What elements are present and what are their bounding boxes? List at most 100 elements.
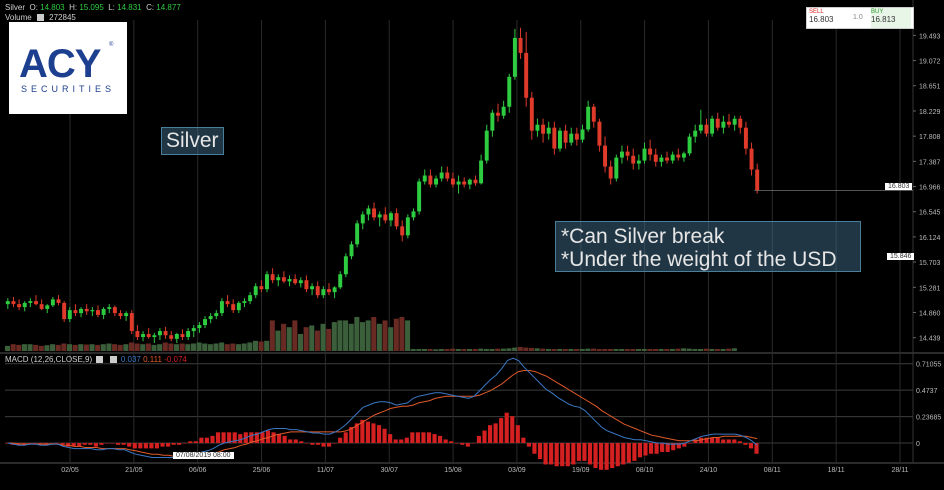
- volume-bar: [602, 348, 608, 351]
- candle-body: [225, 301, 230, 305]
- volume-bar: [438, 348, 444, 351]
- trade-widget[interactable]: SELL 16.803 1.0 BUY 16.813: [806, 7, 914, 29]
- candle-body: [727, 121, 731, 125]
- candle-body: [462, 181, 467, 185]
- volume-label: Volume: [5, 13, 32, 22]
- volume-bar: [320, 323, 326, 351]
- note-line-2: *Under the weight of the USD: [561, 248, 837, 271]
- candle-body: [281, 277, 286, 282]
- macd-histogram-bar: [654, 443, 659, 454]
- macd-settings-button[interactable]: [96, 356, 104, 364]
- macd-histogram-bar: [210, 435, 215, 444]
- candle-body: [569, 133, 574, 143]
- macd-histogram-bar: [532, 443, 537, 454]
- volume-bar: [675, 348, 681, 351]
- candles: [5, 27, 913, 344]
- candle-body: [129, 313, 134, 332]
- volume-bar: [16, 344, 22, 351]
- macd-histogram-bar: [154, 443, 160, 449]
- volume-bar: [140, 344, 146, 351]
- candle-body: [541, 124, 546, 134]
- volume-bar: [157, 344, 163, 351]
- macd-histogram-bar: [299, 441, 304, 444]
- macd-histogram-bar: [582, 443, 587, 461]
- volume-bar: [112, 344, 118, 351]
- volume-bar: [66, 344, 73, 351]
- candle-body: [186, 331, 191, 338]
- candle-body: [321, 289, 326, 296]
- volume-bar: [658, 348, 664, 351]
- candle-body: [146, 334, 151, 338]
- macd-histogram-bar: [116, 443, 121, 445]
- candle-body: [631, 155, 636, 164]
- candle-body: [39, 304, 44, 309]
- volume-bar: [562, 348, 568, 351]
- volume-bar: [38, 345, 44, 351]
- buy-button[interactable]: BUY 16.813: [871, 8, 911, 28]
- candle-body: [259, 286, 264, 290]
- macd-histogram-bar: [110, 443, 115, 444]
- candle-body: [467, 179, 472, 185]
- macd-histogram-bar: [715, 437, 720, 444]
- candle-body: [372, 208, 377, 218]
- macd-histogram-bar: [549, 443, 554, 465]
- spread-value: 1.0: [853, 14, 863, 21]
- volume-bar: [433, 349, 439, 351]
- volume-bar: [720, 348, 726, 351]
- candle-body: [67, 310, 72, 320]
- volume-bar: [512, 347, 518, 351]
- low-value: 14.831: [117, 3, 142, 12]
- macd-histogram-bar: [554, 443, 559, 467]
- candle-body: [743, 127, 748, 149]
- candle-body: [163, 331, 168, 336]
- open-label: O:: [29, 3, 38, 12]
- candle-body: [558, 130, 562, 149]
- volume-bar: [168, 343, 174, 351]
- price-tick-label: 19.072: [919, 59, 941, 66]
- price-tick-label: 14.860: [919, 311, 941, 318]
- macd-histogram-bar: [249, 432, 254, 444]
- macd-histogram-bar: [626, 443, 631, 463]
- candle-body: [552, 127, 557, 149]
- candle-body: [287, 279, 292, 282]
- candle-body: [507, 76, 512, 107]
- candle-body: [586, 106, 591, 130]
- silver-annotation: Silver: [161, 127, 224, 155]
- candle-body: [659, 157, 664, 162]
- volume-toggle-button[interactable]: [36, 14, 44, 22]
- candle-body: [141, 334, 146, 338]
- macd-histogram-bar: [99, 443, 104, 445]
- macd-histogram-bar: [637, 443, 643, 458]
- price-tick-label: 15.703: [919, 260, 941, 267]
- candle-body: [253, 286, 258, 296]
- macd-histogram-bar: [315, 443, 321, 445]
- logo-subtext: SECURITIES: [21, 84, 116, 94]
- sell-button[interactable]: SELL 16.803: [809, 8, 849, 28]
- low-label: L:: [108, 3, 115, 12]
- volume-bar: [314, 330, 320, 351]
- macd-histogram-bar: [426, 432, 432, 444]
- volume-bar: [61, 343, 67, 351]
- macd-histogram-bar: [215, 432, 221, 444]
- volume-bar: [461, 348, 467, 351]
- candle-body: [191, 328, 196, 332]
- macd-close-button[interactable]: [109, 356, 117, 364]
- macd-histogram-bar: [510, 416, 515, 444]
- macd-histogram-bar: [88, 443, 93, 445]
- macd-histogram-bar: [410, 432, 415, 444]
- macd-value: 0.037: [120, 355, 141, 364]
- candle-body: [242, 301, 247, 303]
- high-label: H:: [69, 3, 78, 12]
- candle-body: [360, 214, 365, 224]
- signal-line: [7, 370, 758, 457]
- candle-body: [50, 299, 55, 306]
- candle-body: [180, 334, 185, 338]
- candle-body: [169, 335, 174, 339]
- macd-histogram-bar: [227, 432, 232, 444]
- volume-bar: [652, 348, 658, 351]
- volume-bar: [371, 317, 377, 351]
- candle-body: [648, 148, 653, 155]
- x-tick-label: 02/05: [61, 467, 79, 474]
- candle-body: [231, 304, 236, 311]
